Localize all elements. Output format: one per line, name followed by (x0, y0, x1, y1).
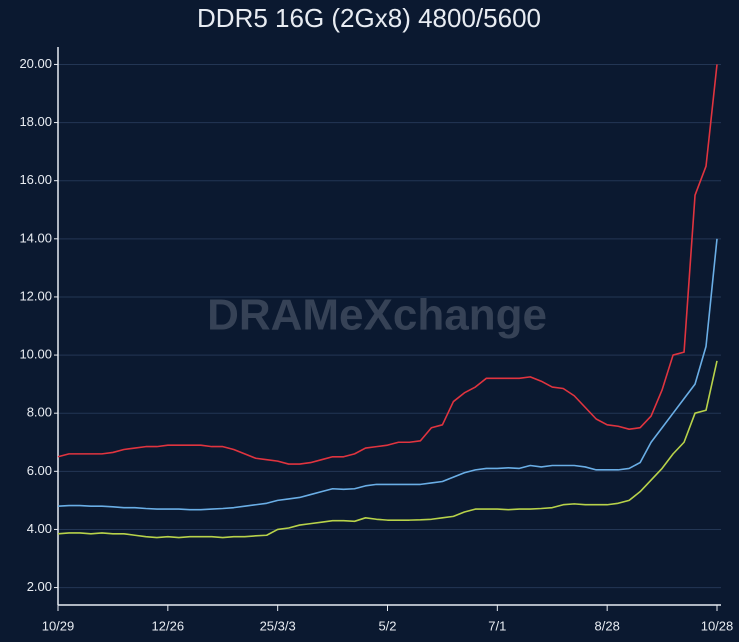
y-tick-label: 14.00 (19, 230, 52, 245)
y-tick-label: 8.00 (27, 405, 52, 420)
line-series (57, 238, 718, 511)
line-series (57, 64, 718, 465)
watermark: DRAMeXchange (207, 291, 547, 340)
line-series (57, 360, 718, 539)
y-tick-label: 10.00 (19, 347, 52, 362)
x-tick-label: 25/3/3 (260, 618, 296, 633)
y-tick-label: 12.00 (19, 288, 52, 303)
y-tick-label: 4.00 (27, 521, 52, 536)
x-tick-label: 10/29 (42, 618, 75, 633)
chart-title: DDR5 16G (2Gx8) 4800/5600 (197, 3, 541, 33)
y-tick-label: 2.00 (27, 579, 52, 594)
y-tick-label: 20.00 (19, 56, 52, 71)
x-tick-label: 8/28 (595, 618, 620, 633)
y-tick-label: 6.00 (27, 463, 52, 478)
x-tick-label: 10/28 (701, 618, 734, 633)
x-tick-label: 7/1 (488, 618, 506, 633)
x-tick-label: 12/26 (152, 618, 185, 633)
y-tick-label: 16.00 (19, 172, 52, 187)
x-tick-label: 5/2 (378, 618, 396, 633)
y-tick-label: 18.00 (19, 114, 52, 129)
